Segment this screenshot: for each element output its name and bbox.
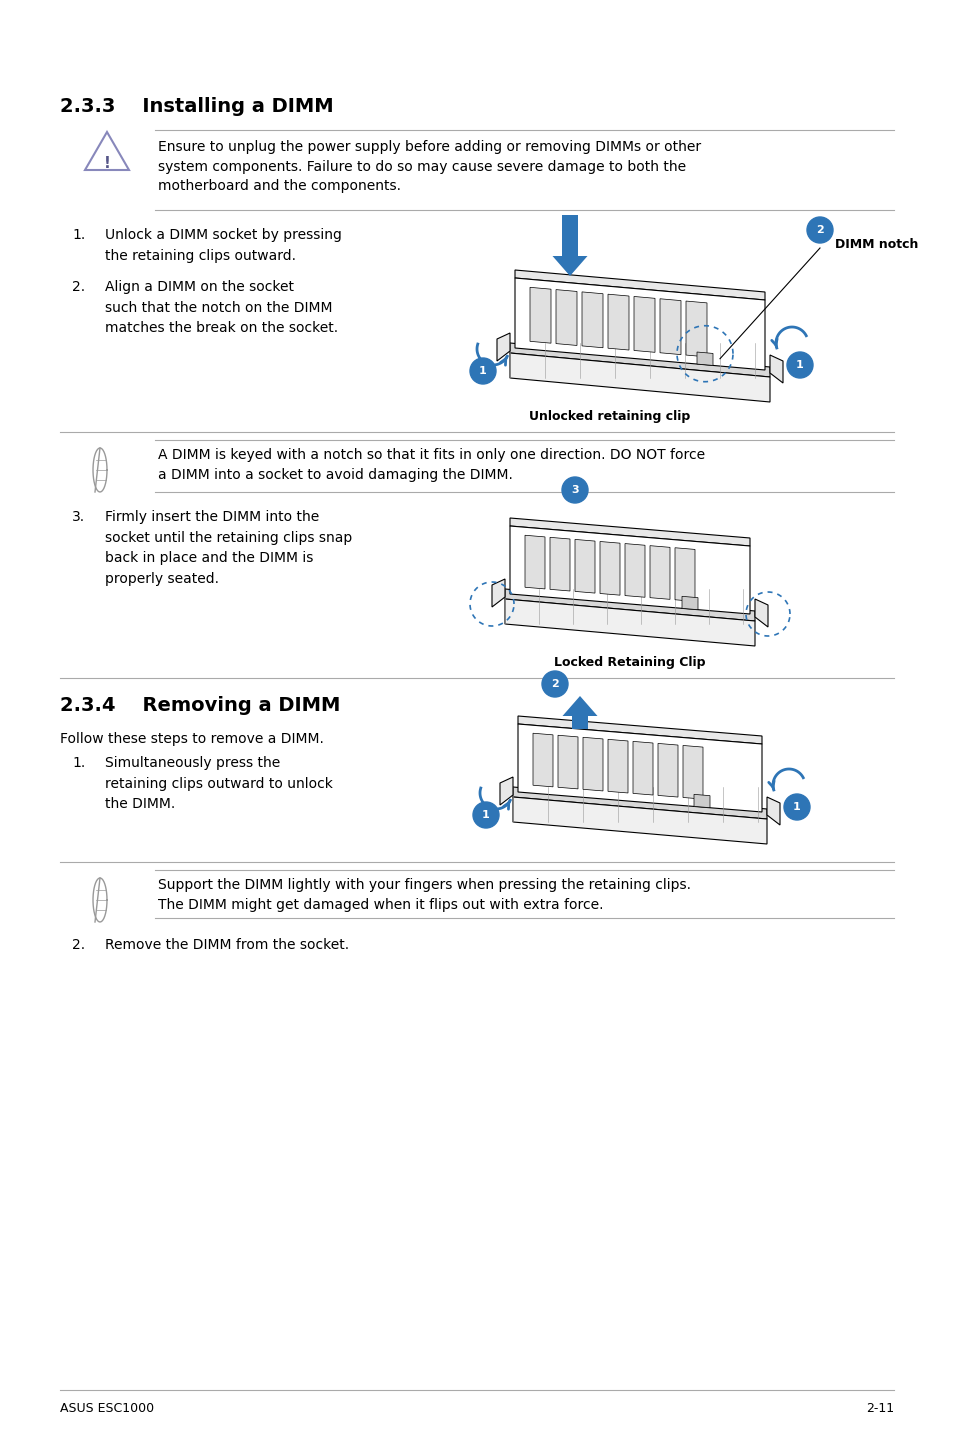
Polygon shape: [510, 344, 769, 377]
Polygon shape: [504, 600, 754, 646]
Circle shape: [473, 802, 498, 828]
Polygon shape: [649, 545, 669, 600]
Text: 3.: 3.: [71, 510, 85, 523]
Polygon shape: [658, 743, 678, 797]
Text: 1: 1: [792, 802, 800, 812]
Polygon shape: [693, 794, 709, 808]
Text: 2.: 2.: [71, 280, 85, 293]
Text: 1.: 1.: [71, 756, 85, 769]
Text: 1: 1: [796, 360, 803, 370]
Text: 1.: 1.: [71, 229, 85, 242]
Text: !: !: [104, 157, 111, 171]
Polygon shape: [510, 526, 749, 614]
Text: A DIMM is keyed with a notch so that it fits in only one direction. DO NOT force: A DIMM is keyed with a notch so that it …: [158, 449, 704, 482]
Polygon shape: [681, 597, 698, 610]
Polygon shape: [572, 716, 587, 729]
Polygon shape: [581, 292, 602, 348]
Polygon shape: [754, 600, 767, 627]
Text: 1: 1: [481, 810, 489, 820]
Polygon shape: [575, 539, 595, 592]
Polygon shape: [510, 518, 749, 546]
Polygon shape: [513, 797, 766, 844]
Polygon shape: [561, 216, 578, 256]
Polygon shape: [697, 352, 712, 365]
Polygon shape: [556, 289, 577, 345]
Text: Firmly insert the DIMM into the
socket until the retaining clips snap
back in pl: Firmly insert the DIMM into the socket u…: [105, 510, 352, 585]
Polygon shape: [607, 739, 627, 792]
Circle shape: [783, 794, 809, 820]
Polygon shape: [562, 696, 597, 716]
Text: Align a DIMM on the socket
such that the notch on the DIMM
matches the break on : Align a DIMM on the socket such that the…: [105, 280, 337, 335]
Polygon shape: [513, 787, 766, 820]
Polygon shape: [517, 716, 761, 743]
Text: 1: 1: [478, 367, 486, 375]
Polygon shape: [659, 299, 680, 355]
Text: 2.3.4    Removing a DIMM: 2.3.4 Removing a DIMM: [60, 696, 340, 715]
Text: DIMM notch: DIMM notch: [834, 239, 918, 252]
Text: Simultaneously press the
retaining clips outward to unlock
the DIMM.: Simultaneously press the retaining clips…: [105, 756, 333, 811]
Polygon shape: [504, 590, 754, 621]
Polygon shape: [766, 797, 780, 825]
Text: Unlock a DIMM socket by pressing
the retaining clips outward.: Unlock a DIMM socket by pressing the ret…: [105, 229, 341, 263]
Circle shape: [470, 358, 496, 384]
Polygon shape: [624, 544, 644, 597]
Polygon shape: [499, 777, 513, 805]
Text: 2.: 2.: [71, 938, 85, 952]
Text: Ensure to unplug the power supply before adding or removing DIMMs or other
syste: Ensure to unplug the power supply before…: [158, 139, 700, 193]
Text: Remove the DIMM from the socket.: Remove the DIMM from the socket.: [105, 938, 349, 952]
Circle shape: [541, 672, 567, 697]
Circle shape: [561, 477, 587, 503]
Polygon shape: [599, 542, 619, 595]
Polygon shape: [515, 278, 764, 370]
Polygon shape: [510, 352, 769, 403]
Polygon shape: [582, 738, 602, 791]
Polygon shape: [497, 334, 510, 361]
Text: Follow these steps to remove a DIMM.: Follow these steps to remove a DIMM.: [60, 732, 323, 746]
Polygon shape: [517, 723, 761, 812]
Polygon shape: [552, 256, 587, 276]
Polygon shape: [530, 288, 551, 344]
Polygon shape: [633, 742, 652, 795]
Text: Support the DIMM lightly with your fingers when pressing the retaining clips.
Th: Support the DIMM lightly with your finge…: [158, 879, 690, 912]
Polygon shape: [682, 745, 702, 800]
Polygon shape: [492, 580, 504, 607]
Text: ASUS ESC1000: ASUS ESC1000: [60, 1402, 154, 1415]
Polygon shape: [558, 735, 578, 789]
Text: 2: 2: [815, 224, 823, 234]
Text: Unlocked retaining clip: Unlocked retaining clip: [529, 410, 690, 423]
Polygon shape: [685, 301, 706, 357]
Polygon shape: [524, 535, 544, 590]
Text: 2: 2: [551, 679, 558, 689]
Polygon shape: [675, 548, 695, 601]
Polygon shape: [550, 538, 569, 591]
Text: Locked Retaining Clip: Locked Retaining Clip: [554, 656, 705, 669]
Polygon shape: [515, 270, 764, 301]
Polygon shape: [769, 355, 782, 383]
Polygon shape: [533, 733, 553, 787]
Text: 2.3.3    Installing a DIMM: 2.3.3 Installing a DIMM: [60, 96, 334, 116]
Text: 3: 3: [571, 485, 578, 495]
Circle shape: [786, 352, 812, 378]
Polygon shape: [634, 296, 655, 352]
Polygon shape: [85, 132, 129, 170]
Circle shape: [806, 217, 832, 243]
Polygon shape: [607, 295, 628, 349]
Text: 2-11: 2-11: [865, 1402, 893, 1415]
